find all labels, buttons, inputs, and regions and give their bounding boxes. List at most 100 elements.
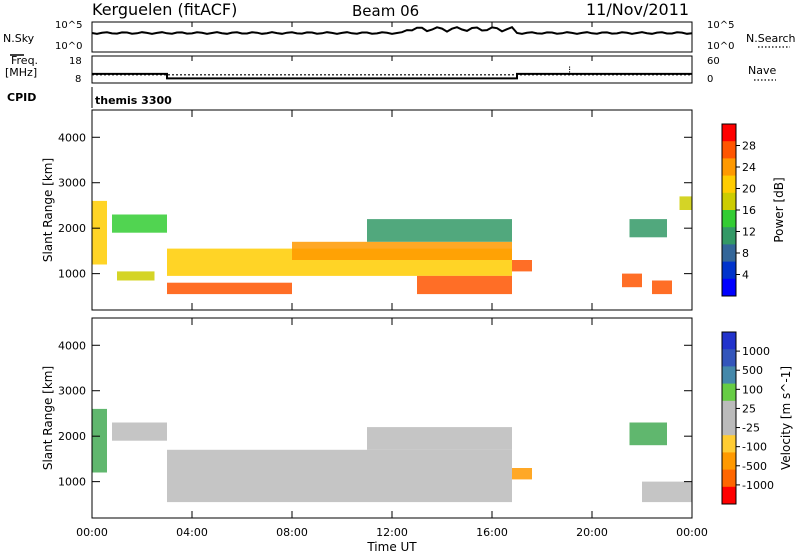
power-region-1: [112, 214, 167, 233]
velocity-colorbar-tick-label-0: 1000: [742, 345, 770, 358]
velocity-region-0: [92, 408, 107, 473]
velocity-colorbar-tick-label-2: 100: [742, 383, 763, 396]
velocity-colorbar-swatch-4: [722, 400, 736, 419]
power-region-5: [292, 241, 512, 260]
station-title: Kerguelen (fitACF): [92, 0, 237, 19]
velocity-ytick-label-1: 2000: [58, 430, 86, 443]
power-colorbar-swatch-0: [722, 124, 736, 142]
power-region-12: [679, 196, 692, 210]
power-region-0: [92, 200, 107, 265]
cpid-label: CPID: [7, 91, 36, 104]
noise-right-tick-bottom: 10^0: [707, 41, 734, 52]
freq-label-2: [MHz]: [5, 66, 37, 79]
velocity-yticks: 1000 2000 3000 4000: [58, 339, 692, 489]
power-colorbar-tick-label-0: 28: [742, 140, 756, 153]
power-region-2: [117, 271, 155, 281]
velocity-ytick-label-2: 3000: [58, 385, 86, 398]
x-tick-label-2: 08:00: [276, 526, 308, 539]
power-region-3: [167, 282, 292, 295]
velocity-colorbar-label: Velocity [m s^-1]: [779, 366, 793, 470]
power-ytick-label-0: 1000: [58, 268, 86, 281]
beam-title: Beam 06: [352, 2, 419, 20]
velocity-data: [92, 408, 692, 503]
power-colorbar-tick-label-4: 12: [742, 226, 756, 239]
power-colorbar: 28 24 20 16 12 8 4 Power [dB]: [721, 123, 786, 297]
power-colorbar-tick-label-6: 4: [742, 269, 749, 282]
velocity-region-1: [112, 422, 167, 441]
velocity-region-2: [167, 449, 512, 503]
velocity-colorbar-tick-label-3: 25: [742, 402, 756, 415]
nave-label: Nave: [748, 64, 776, 77]
power-colorbar-swatch-4: [722, 192, 736, 211]
power-ytick-label-3: 4000: [58, 131, 86, 144]
velocity-region-6: [642, 481, 692, 503]
noise-left-label: N.Sky: [3, 32, 35, 45]
power-colorbar-tick-label-1: 24: [742, 161, 756, 174]
power-region-10: [652, 280, 672, 295]
velocity-colorbar-swatch-0: [722, 332, 736, 350]
freq-tick-bottom: 8: [75, 74, 81, 85]
x-axis-title: Time UT: [366, 540, 417, 554]
power-colorbar-swatch-2: [722, 158, 736, 177]
power-region-9: [622, 273, 642, 288]
power-colorbar-swatch-3: [722, 175, 736, 194]
velocity-ylabel: Slant Range [km]: [41, 366, 55, 470]
power-colorbar-tick-label-2: 20: [742, 183, 756, 196]
noise-right-label: N.Search: [746, 32, 796, 45]
velocity-colorbar-tick-label-5: -100: [742, 441, 767, 454]
velocity-colorbar-tick-label-4: -25: [742, 422, 760, 435]
power-colorbar-swatch-5: [722, 210, 736, 228]
freq-label-1: Freq.: [11, 54, 38, 67]
power-data: [92, 196, 692, 295]
power-colorbar-swatch-1: [722, 141, 736, 159]
velocity-colorbar-swatch-7: [722, 452, 736, 471]
power-frame: [91, 109, 693, 311]
freq-panel: ⁝ Freq. [MHz] 18 8 60 0 Nave: [5, 54, 776, 85]
power-colorbar-swatch-9: [722, 278, 736, 297]
velocity-ytick-label-3: 4000: [58, 339, 86, 352]
x-tick-label-5: 20:00: [576, 526, 608, 539]
nave-tick-top: 60: [707, 56, 720, 67]
velocity-region-4: [512, 468, 532, 480]
x-tick-label-3: 12:00: [376, 526, 408, 539]
velocity-colorbar: 1000 500 100 25 -25 -100 -500 -1000 Velocity [m…: [721, 331, 793, 505]
velocity-colorbar-swatch-6: [722, 435, 736, 453]
x-tick-label-1: 04:00: [176, 526, 208, 539]
velocity-colorbar-swatch-1: [722, 349, 736, 367]
x-axis-ticks: 00:00 04:00 08:00 12:00 16:00 20:00 00:00: [76, 22, 708, 539]
power-ylabel: Slant Range [km]: [41, 158, 55, 262]
velocity-colorbar-swatch-3: [722, 383, 736, 402]
velocity-colorbar-tick-label-7: -1000: [742, 479, 774, 492]
power-colorbar-label: Power [dB]: [772, 177, 786, 242]
power-region-7: [417, 275, 512, 295]
nave-tick-bottom: 0: [707, 74, 713, 85]
noise-sky-line: [91, 26, 693, 35]
noise-panel: N.Sky 10^5 10^0 10^5 10^0 N.Search: [3, 20, 796, 56]
power-colorbar-tick-label-3: 16: [742, 204, 756, 217]
power-region-8: [512, 260, 532, 272]
power-ytick-label-1: 2000: [58, 222, 86, 235]
power-yticks: 1000 2000 3000 4000: [58, 131, 692, 281]
velocity-colorbar-swatch-9: [722, 486, 736, 505]
velocity-colorbar-tick-label-1: 500: [742, 364, 763, 377]
noise-left-tick-top: 10^5: [55, 20, 82, 31]
power-ytick-label-2: 3000: [58, 177, 86, 190]
velocity-region-3: [367, 427, 512, 450]
velocity-colorbar-swatch-2: [722, 366, 736, 385]
velocity-colorbar-swatch-5: [722, 418, 736, 436]
nave-marker: ⁝: [568, 65, 571, 76]
noise-right-tick-top: 10^5: [707, 20, 734, 31]
noise-left-tick-bottom: 10^0: [55, 41, 82, 52]
x-tick-label-0: 00:00: [76, 526, 108, 539]
power-region-11: [629, 219, 667, 238]
freq-line: [92, 72, 692, 80]
velocity-colorbar-frame: [721, 331, 737, 505]
velocity-ytick-label-0: 1000: [58, 476, 86, 489]
power-colorbar-tick-label-5: 8: [742, 247, 749, 260]
velocity-region-5: [629, 422, 667, 446]
velocity-colorbar-swatch-8: [722, 469, 736, 488]
date-title: 11/Nov/2011: [586, 0, 689, 19]
freq-tick-top: 18: [69, 56, 82, 67]
cpid-value: themis 3300: [95, 94, 172, 107]
power-region-6: [367, 219, 512, 242]
